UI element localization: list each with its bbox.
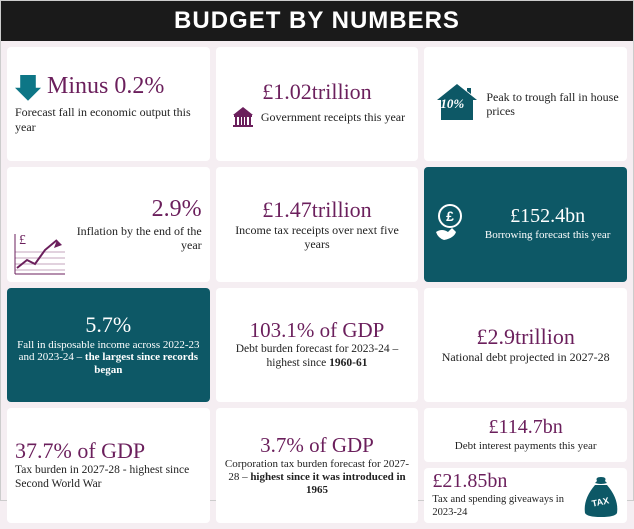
card-giveaways: £21.85bn Tax and spending giveaways in 2…	[424, 468, 627, 522]
desc-bold: the largest since records began	[85, 351, 198, 376]
stat-value: £1.47trillion	[224, 198, 411, 221]
stat-value: 103.1% of GDP	[224, 319, 411, 341]
infographic-container: BUDGET BY NUMBERS Minus 0.2% Forecast fa…	[0, 0, 634, 501]
card-tax-burden: 37.7% of GDP Tax burden in 2027-28 - hig…	[7, 408, 210, 522]
house-percent: 10%	[440, 96, 464, 112]
card-house-prices: 10% Peak to trough fall in house prices	[424, 47, 627, 161]
stat-desc: Debt burden forecast for 2023-24 – highe…	[224, 343, 411, 371]
stat-desc: Forecast fall in economic output this ye…	[15, 105, 202, 134]
card-grid: Minus 0.2% Forecast fall in economic out…	[1, 41, 633, 529]
stat-value: £2.9trillion	[432, 325, 619, 348]
card-corp-tax: 3.7% of GDP Corporation tax burden forec…	[216, 408, 419, 522]
card-income-tax: £1.47trillion Income tax receipts over n…	[216, 167, 419, 281]
card-disposable-income: 5.7% Fall in disposable income across 20…	[7, 288, 210, 402]
card-national-debt: £2.9trillion National debt projected in …	[424, 288, 627, 402]
parliament-icon	[229, 105, 257, 129]
card-economic-output: Minus 0.2% Forecast fall in economic out…	[7, 47, 210, 161]
stat-desc: Peak to trough fall in house prices	[482, 90, 619, 119]
desc-pre: Debt burden forecast for 2023-24 – highe…	[236, 343, 399, 369]
tax-bag-icon: TAX	[581, 475, 623, 519]
line-chart-icon: £	[13, 232, 67, 276]
stat-value: £152.4bn	[474, 206, 621, 227]
stat-desc: Government receipts this year	[261, 110, 405, 124]
stat-desc: Fall in disposable income across 2022-23…	[15, 339, 202, 377]
stat-value: £21.85bn	[432, 471, 581, 492]
svg-text:£: £	[19, 233, 26, 248]
svg-text:£: £	[446, 208, 454, 224]
stat-value: £114.7bn	[432, 417, 619, 438]
stat-desc: Tax burden in 2027-28 - highest since Se…	[15, 464, 202, 492]
stat-desc: National debt projected in 2027-28	[432, 350, 619, 364]
stat-desc: Borrowing forecast this year	[474, 229, 621, 242]
stat-desc: Tax and spending giveaways in 2023-24	[432, 494, 581, 519]
stat-value: Minus 0.2%	[47, 74, 164, 99]
card-inflation: £ 2.9% Inflation by the end of the year	[7, 167, 210, 281]
card-debt-burden: 103.1% of GDP Debt burden forecast for 2…	[216, 288, 419, 402]
card-gov-receipts: £1.02trillion Government receipts this y…	[216, 47, 419, 161]
desc-bold: 1960-61	[329, 357, 367, 369]
card-col-right-bottom: £114.7bn Debt interest payments this yea…	[424, 408, 627, 522]
stat-desc: Income tax receipts over next five years	[224, 223, 411, 252]
card-debt-interest: £114.7bn Debt interest payments this yea…	[424, 408, 627, 462]
stat-desc: Debt interest payments this year	[432, 440, 619, 453]
down-arrow-icon	[15, 75, 41, 101]
stat-value: 5.7%	[15, 313, 202, 336]
header-title: BUDGET BY NUMBERS	[1, 1, 633, 41]
pound-coin-icon: £	[432, 202, 472, 242]
stat-desc: Corporation tax burden forecast for 2027…	[224, 458, 411, 496]
desc-bold: highest since it was introduced in 1965	[250, 471, 405, 496]
stat-value: 2.9%	[15, 197, 202, 222]
stat-value: 3.7% of GDP	[224, 434, 411, 456]
card-borrowing: £ £152.4bn Borrowing forecast this year	[424, 167, 627, 281]
stat-value: £1.02trillion	[224, 80, 411, 103]
stat-value: 37.7% of GDP	[15, 439, 202, 462]
